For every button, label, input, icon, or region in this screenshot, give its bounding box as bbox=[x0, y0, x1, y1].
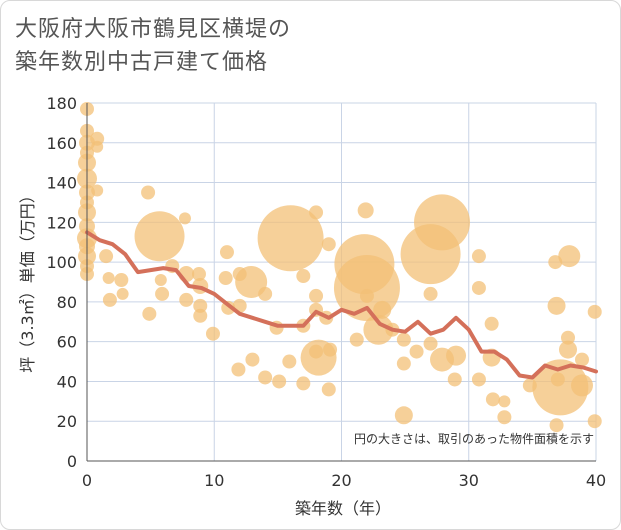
bubble-point bbox=[141, 185, 156, 200]
bubble-point bbox=[373, 300, 392, 319]
x-tick-label: 20 bbox=[331, 471, 351, 490]
bubble-point bbox=[155, 286, 170, 301]
bubble-point bbox=[349, 332, 364, 347]
bubble-point bbox=[323, 342, 338, 357]
bubble-point bbox=[363, 314, 394, 345]
bubble-point bbox=[587, 304, 602, 319]
bubble-point bbox=[547, 296, 566, 315]
bubble-point bbox=[309, 205, 324, 220]
trend-line-layer bbox=[85, 230, 598, 380]
bubble-point bbox=[178, 212, 191, 225]
x-tick-label: 10 bbox=[204, 471, 224, 490]
bubble-point bbox=[558, 245, 581, 268]
x-axis-title: 築年数（年） bbox=[295, 499, 391, 518]
bubble-point bbox=[245, 352, 260, 367]
bubble-point bbox=[471, 249, 486, 264]
bubble-point bbox=[561, 330, 576, 345]
bubble-point bbox=[205, 326, 220, 341]
bubble-point bbox=[258, 286, 273, 301]
bubble-point bbox=[423, 336, 438, 351]
bubble-point bbox=[282, 354, 297, 369]
bubble-point bbox=[321, 237, 336, 252]
bubble-point bbox=[231, 362, 246, 377]
bubble-point bbox=[309, 288, 324, 303]
bubble-point bbox=[272, 374, 287, 389]
bubble-point bbox=[571, 374, 594, 397]
bubble-point bbox=[91, 184, 104, 197]
y-tick-label: 180 bbox=[46, 94, 77, 113]
bubble-point bbox=[532, 359, 589, 416]
y-tick-label: 0 bbox=[67, 452, 77, 471]
bubble-point bbox=[498, 395, 511, 408]
bubble-point bbox=[102, 292, 117, 307]
chart-title-line2: 築年数別中古戸建て価格 bbox=[15, 50, 269, 75]
y-tick-label: 40 bbox=[57, 372, 77, 391]
bubble-point bbox=[296, 269, 311, 284]
bubble-point bbox=[471, 280, 486, 295]
chart-title-line1: 大阪府大阪市鶴見区横堤の bbox=[15, 17, 292, 42]
bubble-point bbox=[357, 202, 374, 219]
x-tick-label: 0 bbox=[82, 471, 92, 490]
bubble-point bbox=[484, 316, 499, 331]
bubble-point bbox=[91, 140, 104, 153]
bubble-point bbox=[116, 287, 129, 300]
bubble-layer bbox=[77, 101, 602, 433]
bubble-point bbox=[191, 267, 206, 282]
y-tick-label: 80 bbox=[57, 293, 77, 312]
bubble-point bbox=[359, 288, 374, 303]
y-tick-label: 140 bbox=[46, 174, 77, 193]
bubble-point bbox=[296, 376, 311, 391]
bubble-point bbox=[321, 382, 336, 397]
y-axis-title: 坪（3.3㎡）単価（万円） bbox=[18, 187, 37, 372]
trend-line bbox=[85, 230, 598, 380]
y-tick-label: 120 bbox=[46, 213, 77, 232]
bubble-point bbox=[219, 245, 234, 260]
bubble-point bbox=[396, 332, 411, 347]
bubble-point bbox=[409, 344, 424, 359]
axes: 0 20 40 60 80 100 120 140 160 180 0 10 20 30 40 bbox=[46, 94, 606, 490]
bubble-point bbox=[235, 266, 268, 298]
bubble-point bbox=[559, 340, 578, 359]
x-tick-label: 40 bbox=[586, 471, 606, 490]
bubble-point bbox=[446, 345, 467, 366]
bubble-point bbox=[587, 414, 602, 429]
bubble-point bbox=[394, 406, 413, 425]
y-tick-label: 100 bbox=[46, 253, 77, 272]
bubble-point bbox=[549, 418, 564, 433]
x-tick-label: 30 bbox=[459, 471, 479, 490]
bubble-size-note: 円の大きさは、取引のあった物件面積を示す bbox=[354, 431, 594, 446]
bubble-point bbox=[193, 298, 208, 313]
bubble-point bbox=[218, 271, 233, 286]
bubble-point bbox=[114, 273, 129, 288]
bubble-point bbox=[99, 249, 114, 264]
bubble-point bbox=[550, 372, 565, 387]
chart-title: 大阪府大阪市鶴見区横堤の 築年数別中古戸建て価格 bbox=[15, 13, 291, 79]
bubble-point bbox=[193, 308, 208, 323]
bubble-point bbox=[257, 205, 324, 272]
y-tick-label: 20 bbox=[57, 412, 77, 431]
bubble-point bbox=[423, 286, 438, 301]
bubble-point bbox=[485, 392, 500, 407]
bubble-point bbox=[447, 372, 462, 387]
bubble-point bbox=[142, 306, 157, 321]
y-tick-label: 160 bbox=[46, 134, 77, 153]
bubble-point bbox=[102, 272, 115, 285]
bubble-point bbox=[134, 211, 185, 262]
bubble-point bbox=[179, 292, 194, 307]
bubble-point bbox=[414, 194, 471, 251]
bubble-point bbox=[258, 370, 273, 385]
bubble-point bbox=[471, 372, 486, 387]
bubble-point bbox=[497, 410, 512, 425]
y-tick-label: 60 bbox=[57, 333, 77, 352]
bubble-point bbox=[575, 352, 590, 367]
bubble-point bbox=[154, 274, 167, 287]
bubble-point bbox=[396, 356, 411, 371]
